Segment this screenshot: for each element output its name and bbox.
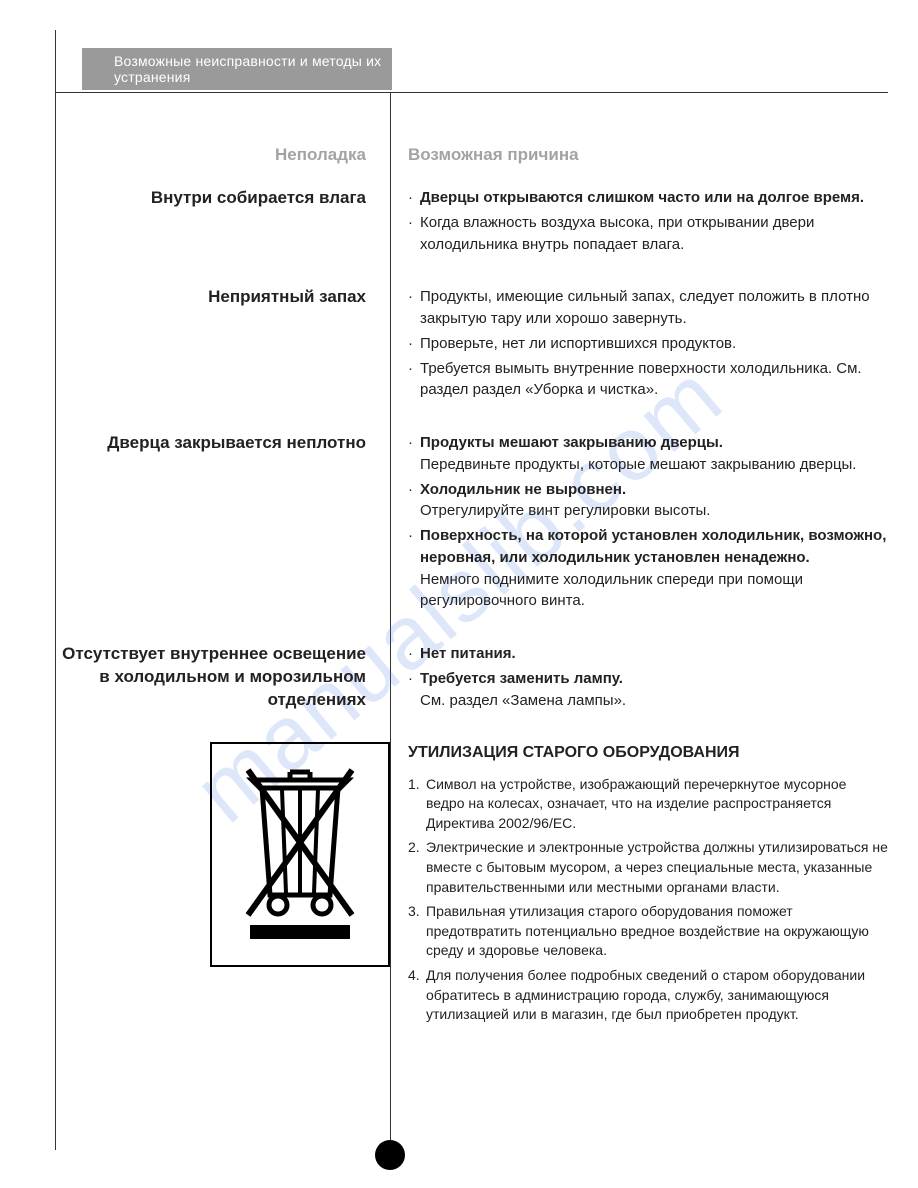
list-number: 3. <box>408 902 426 961</box>
bullet-icon: · <box>408 432 420 476</box>
cause-text: Требуется заменить лампу. См. раздел «За… <box>420 668 888 712</box>
cause-bold: Холодильник не выровнен. <box>420 481 626 498</box>
causes-list: · Нет питания. · Требуется заменить ламп… <box>390 643 888 714</box>
cause-item: · Поверхность, на которой установлен хол… <box>408 525 888 612</box>
content-area: Неполадка Возможная причина Внутри собир… <box>55 145 888 1148</box>
cause-text: Нет питания. <box>420 643 888 665</box>
cause-bold: Продукты мешают закрыванию дверцы. <box>420 434 723 451</box>
weee-bin-icon <box>230 760 370 950</box>
disposal-text-block: УТИЛИЗАЦИЯ СТАРОГО ОБОРУДОВАНИЯ 1. Симво… <box>390 742 888 1030</box>
cause-sub: Немного поднимите холодильник спереди пр… <box>420 571 803 610</box>
troubleshoot-row: Дверца закрывается неплотно · Продукты м… <box>55 432 888 615</box>
list-number: 1. <box>408 775 426 834</box>
bullet-icon: · <box>408 643 420 665</box>
problem-label: Внутри собирается влага <box>55 187 390 258</box>
cause-text: Проверьте, нет ли испортившихся продукто… <box>420 333 888 355</box>
disposal-section: УТИЛИЗАЦИЯ СТАРОГО ОБОРУДОВАНИЯ 1. Симво… <box>55 742 888 1030</box>
section-header-bar: Возможные неисправности и методы их устр… <box>82 48 392 90</box>
problem-label: Дверца закрывается неплотно <box>55 432 390 615</box>
cause-text: Дверцы открываются слишком часто или на … <box>420 187 888 209</box>
troubleshoot-row: Отсутствует внутреннее освещение в холод… <box>55 643 888 714</box>
problem-column-header: Неполадка <box>55 145 390 165</box>
page: Возможные неисправности и методы их устр… <box>0 0 918 1188</box>
cause-item: · Дверцы открываются слишком часто или н… <box>408 187 888 209</box>
cause-sub: Передвиньте продукты, которые мешают зак… <box>420 456 856 473</box>
causes-list: · Продукты мешают закрыванию дверцы. Пер… <box>390 432 888 615</box>
disposal-body: Правильная утилизация старого оборудован… <box>426 902 888 961</box>
top-horizontal-rule <box>55 92 888 93</box>
cause-item: · Нет питания. <box>408 643 888 665</box>
disposal-body: Электрические и электронные устройства д… <box>426 838 888 897</box>
disposal-item: 4. Для получения более подробных сведени… <box>408 966 888 1025</box>
cause-item: · Требуется заменить лампу. См. раздел «… <box>408 668 888 712</box>
cause-item: · Продукты мешают закрыванию дверцы. Пер… <box>408 432 888 476</box>
bullet-icon: · <box>408 212 420 256</box>
causes-list: · Продукты, имеющие сильный запах, следу… <box>390 286 888 404</box>
list-number: 2. <box>408 838 426 897</box>
problem-label: Неприятный запах <box>55 286 390 404</box>
bullet-icon: · <box>408 668 420 712</box>
bullet-icon: · <box>408 333 420 355</box>
cause-bold: Требуется заменить лампу. <box>420 670 623 687</box>
cause-bold: Поверхность, на которой установлен холод… <box>420 527 886 566</box>
disposal-title: УТИЛИЗАЦИЯ СТАРОГО ОБОРУДОВАНИЯ <box>408 742 888 764</box>
weee-symbol-box <box>210 742 390 967</box>
troubleshoot-row: Внутри собирается влага · Дверцы открыва… <box>55 187 888 258</box>
problem-label: Отсутствует внутреннее освещение в холод… <box>55 643 390 714</box>
bullet-icon: · <box>408 525 420 612</box>
bullet-icon: · <box>408 479 420 523</box>
cause-text: Продукты, имеющие сильный запах, следует… <box>420 286 888 330</box>
cause-text: Когда влажность воздуха высока, при откр… <box>420 212 888 256</box>
causes-list: · Дверцы открываются слишком часто или н… <box>390 187 888 258</box>
cause-sub: Отрегулируйте винт регулировки высоты. <box>420 502 710 519</box>
cause-text: Требуется вымыть внутренние поверхности … <box>420 358 888 402</box>
disposal-item: 1. Символ на устройстве, изображающий пе… <box>408 775 888 834</box>
cause-text: Поверхность, на которой установлен холод… <box>420 525 888 612</box>
bullet-icon: · <box>408 286 420 330</box>
column-headers: Неполадка Возможная причина <box>55 145 888 165</box>
cause-text: Холодильник не выровнен. Отрегулируйте в… <box>420 479 888 523</box>
disposal-item: 3. Правильная утилизация старого оборудо… <box>408 902 888 961</box>
cause-item: · Продукты, имеющие сильный запах, следу… <box>408 286 888 330</box>
bullet-icon: · <box>408 358 420 402</box>
disposal-body: Символ на устройстве, изображающий переч… <box>426 775 888 834</box>
disposal-item: 2. Электрические и электронные устройств… <box>408 838 888 897</box>
troubleshoot-row: Неприятный запах · Продукты, имеющие сил… <box>55 286 888 404</box>
cause-item: · Проверьте, нет ли испортившихся продук… <box>408 333 888 355</box>
bullet-icon: · <box>408 187 420 209</box>
cause-sub: См. раздел «Замена лампы». <box>420 692 626 709</box>
cause-column-header: Возможная причина <box>390 145 888 165</box>
cause-item: · Холодильник не выровнен. Отрегулируйте… <box>408 479 888 523</box>
list-number: 4. <box>408 966 426 1025</box>
page-number-dot <box>375 1140 405 1170</box>
disposal-body: Для получения более подробных сведений о… <box>426 966 888 1025</box>
section-header-text: Возможные неисправности и методы их устр… <box>114 53 392 85</box>
cause-item: · Когда влажность воздуха высока, при от… <box>408 212 888 256</box>
cause-item: · Требуется вымыть внутренние поверхност… <box>408 358 888 402</box>
cause-text: Продукты мешают закрыванию дверцы. Перед… <box>420 432 888 476</box>
